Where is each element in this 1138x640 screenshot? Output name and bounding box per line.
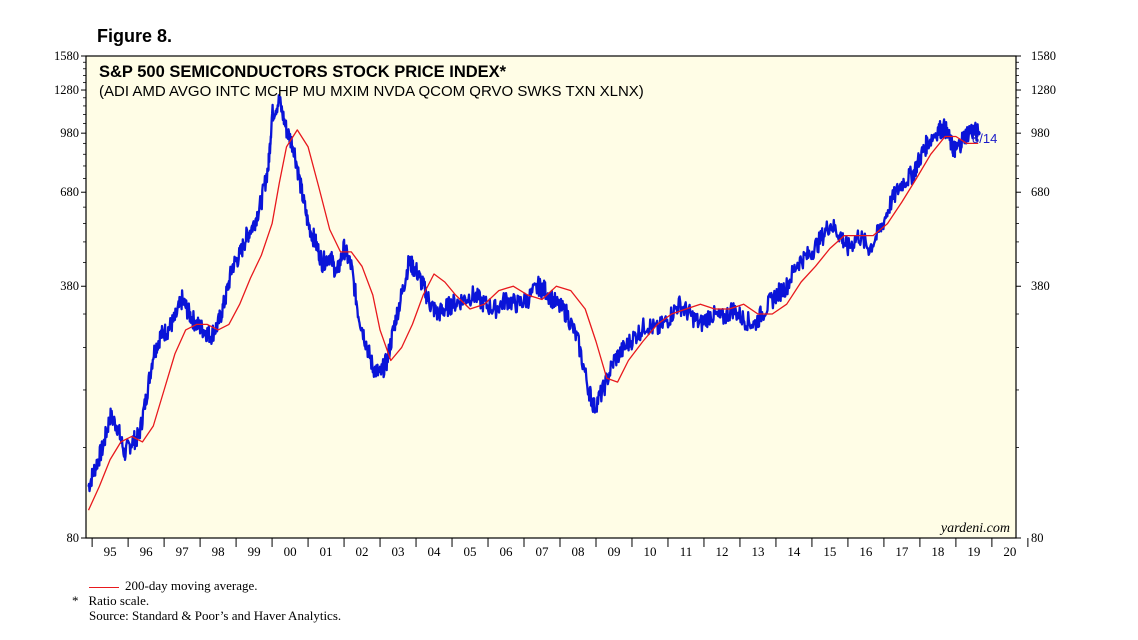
x-tick-label: 95 (104, 544, 117, 559)
note-text: Ratio scale. (88, 593, 150, 608)
footer: 200-day moving average. * Ratio scale. So… (72, 578, 341, 623)
x-tick-label: 00 (284, 544, 297, 559)
index-line (87, 94, 980, 493)
x-tick-label: 14 (787, 544, 801, 559)
x-tick-label: 99 (248, 544, 261, 559)
legend-row: 200-day moving average. (72, 578, 341, 593)
x-tick-label: 03 (392, 544, 405, 559)
x-tick-label: 08 (571, 544, 584, 559)
x-tick-label: 06 (500, 544, 514, 559)
end-date-label: 8/14 (972, 131, 997, 146)
moving-average-line (87, 129, 979, 511)
chart-subtitle: (ADI AMD AVGO INTC MCHP MU MXIM NVDA QCO… (99, 83, 644, 100)
axis-ticks: 80 80 380 380 680 680 980 980 1280 1280 1580 1580 95… (54, 49, 1056, 559)
y-tick-label-left: 1580 (54, 49, 79, 63)
y-tick-label-left: 380 (60, 279, 79, 293)
y-tick-label-left: 680 (60, 185, 79, 199)
note-marker: * (72, 593, 79, 608)
series-layer (87, 94, 981, 511)
moving-average-legend-swatch (89, 586, 119, 588)
x-tick-label: 15 (823, 544, 836, 559)
y-tick-label-right: 980 (1031, 126, 1050, 140)
legend-label: 200-day moving average. (125, 578, 258, 593)
y-tick-label-right: 680 (1031, 185, 1050, 199)
chart-title: S&P 500 SEMICONDUCTORS STOCK PRICE INDEX… (99, 63, 507, 81)
x-tick-label: 19 (967, 544, 980, 559)
x-tick-label: 09 (607, 544, 620, 559)
watermark: yardeni.com (939, 521, 1010, 536)
end-point-marker (975, 130, 981, 136)
y-tick-label-left: 80 (67, 531, 80, 545)
figure-label: Figure 8. (97, 26, 173, 46)
x-tick-label: 12 (715, 544, 728, 559)
y-tick-label-right: 1280 (1031, 83, 1056, 97)
x-tick-label: 04 (428, 544, 442, 559)
y-tick-label-right: 1580 (1031, 49, 1056, 63)
x-tick-label: 07 (536, 544, 550, 559)
x-tick-label: 11 (680, 544, 693, 559)
x-tick-label: 05 (464, 544, 477, 559)
y-tick-label-right: 380 (1031, 279, 1050, 293)
x-tick-label: 02 (356, 544, 369, 559)
x-tick-label: 97 (176, 544, 190, 559)
source-text: Source: Standard & Poor’s and Haver Anal… (89, 608, 342, 623)
y-tick-label-right: 80 (1031, 531, 1044, 545)
source-row: Source: Standard & Poor’s and Haver Anal… (72, 608, 341, 623)
y-tick-label-left: 1280 (54, 83, 79, 97)
x-tick-label: 17 (895, 544, 909, 559)
x-tick-label: 96 (140, 544, 154, 559)
y-tick-label-left: 980 (60, 126, 79, 140)
note-row: * Ratio scale. (72, 593, 341, 608)
x-tick-label: 10 (643, 544, 656, 559)
x-tick-label: 98 (212, 544, 225, 559)
x-tick-label: 01 (320, 544, 333, 559)
x-tick-label: 20 (1003, 544, 1016, 559)
x-tick-label: 13 (751, 544, 764, 559)
x-tick-label: 16 (859, 544, 873, 559)
x-tick-label: 18 (931, 544, 944, 559)
